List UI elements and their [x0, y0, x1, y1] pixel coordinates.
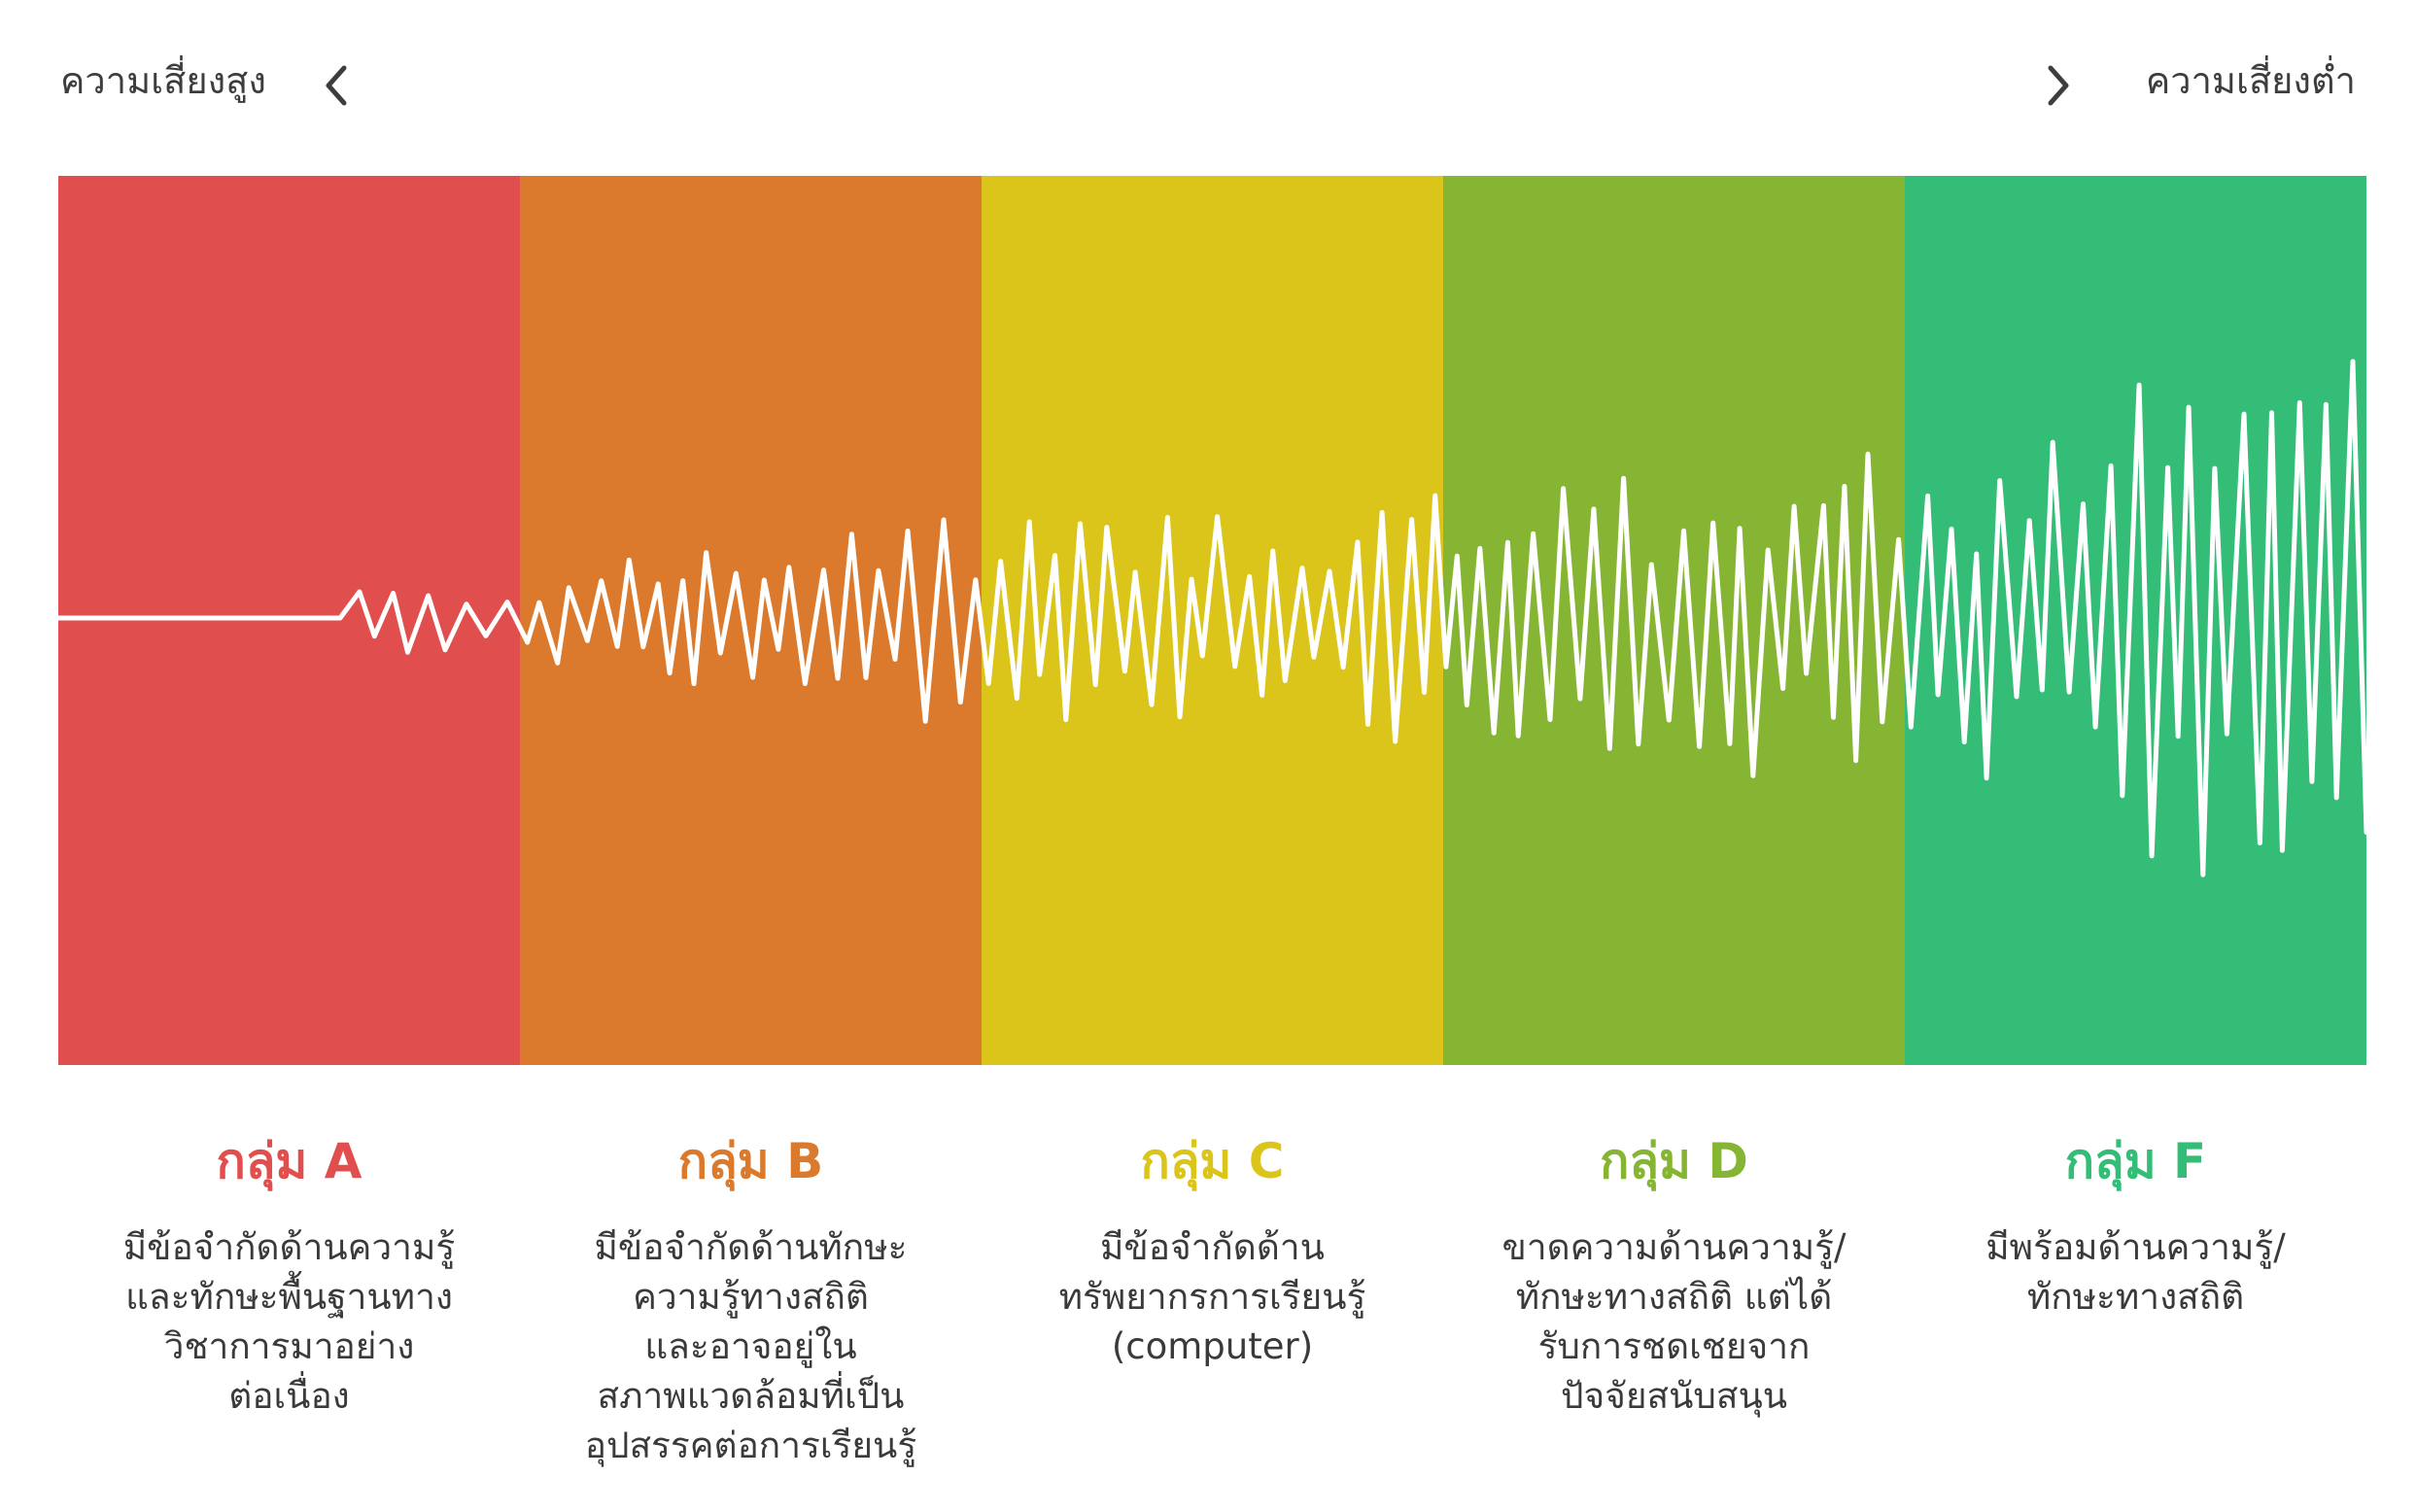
group-a-description: มีข้อจำกัดด้านความรู้ และทักษะพื้นฐานทาง… — [122, 1226, 456, 1417]
group-c: กลุ่ม C มีข้อจำกัดด้าน ทรัพยากรการเรียนร… — [982, 1127, 1443, 1470]
chevron-left-icon[interactable] — [313, 60, 363, 111]
group-f-title: กลุ่ม F — [2064, 1133, 2207, 1189]
group-a: กลุ่ม A มีข้อจำกัดด้านความรู้ และทักษะพื… — [58, 1127, 520, 1470]
group-c-description: มีข้อจำกัดด้าน ทรัพยากรการเรียนรู้ (comp… — [1058, 1226, 1366, 1367]
group-a-title: กลุ่ม A — [216, 1133, 362, 1189]
group-f-description: มีพร้อมด้านความรู้/ ทักษะทางสถิติ — [1985, 1226, 2286, 1318]
group-b-title: กลุ่ม B — [677, 1133, 824, 1189]
group-f: กลุ่ม F มีพร้อมด้านความรู้/ ทักษะทางสถิต… — [1905, 1127, 2366, 1470]
high-risk-label: ความเสี่ยงสูง — [60, 59, 266, 102]
low-risk-label: ความเสี่ยงต่ำ — [2145, 59, 2356, 102]
group-legend: กลุ่ม A มีข้อจำกัดด้านความรู้ และทักษะพื… — [58, 1127, 2366, 1470]
group-d-title: กลุ่ม D — [1600, 1133, 1748, 1189]
waveform-line — [58, 359, 2366, 877]
chevron-right-icon[interactable] — [2031, 60, 2082, 111]
band-group-b — [520, 176, 982, 1065]
group-d: กลุ่ม D ขาดความด้านความรู้/ ทักษะทางสถิต… — [1443, 1127, 1905, 1470]
group-c-title: กลุ่ม C — [1140, 1133, 1285, 1189]
group-b: กลุ่ม B มีข้อจำกัดด้านทักษะ ความรู้ทางสถ… — [520, 1127, 982, 1470]
group-b-description: มีข้อจำกัดด้านทักษะ ความรู้ทางสถิติ และอ… — [584, 1226, 917, 1466]
group-d-description: ขาดความด้านความรู้/ ทักษะทางสถิติ แต่ได้… — [1501, 1226, 1847, 1417]
